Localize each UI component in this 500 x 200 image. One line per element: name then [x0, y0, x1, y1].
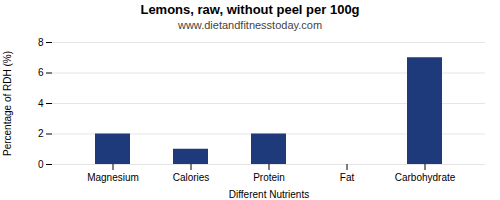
- svg-text:0: 0: [38, 159, 44, 170]
- svg-text:4: 4: [38, 98, 44, 109]
- svg-text:Fat: Fat: [340, 172, 355, 183]
- svg-text:Protein: Protein: [253, 172, 285, 183]
- svg-text:8: 8: [38, 37, 44, 48]
- svg-text:2: 2: [38, 128, 44, 139]
- svg-text:6: 6: [38, 67, 44, 78]
- svg-text:Carbohydrate: Carbohydrate: [395, 172, 456, 183]
- svg-text:Magnesium: Magnesium: [87, 172, 139, 183]
- svg-text:Percentage of RDH (%): Percentage of RDH (%): [2, 51, 13, 156]
- svg-text:Different Nutrients: Different Nutrients: [229, 189, 309, 200]
- html-text:www.dietandfitnesstoday.com: www.dietandfitnesstoday.com: [178, 19, 322, 31]
- svg-text:Calories: Calories: [173, 172, 210, 183]
- html-text:Lemons, raw, without peel per: Lemons, raw, without peel per 100g: [140, 2, 360, 17]
